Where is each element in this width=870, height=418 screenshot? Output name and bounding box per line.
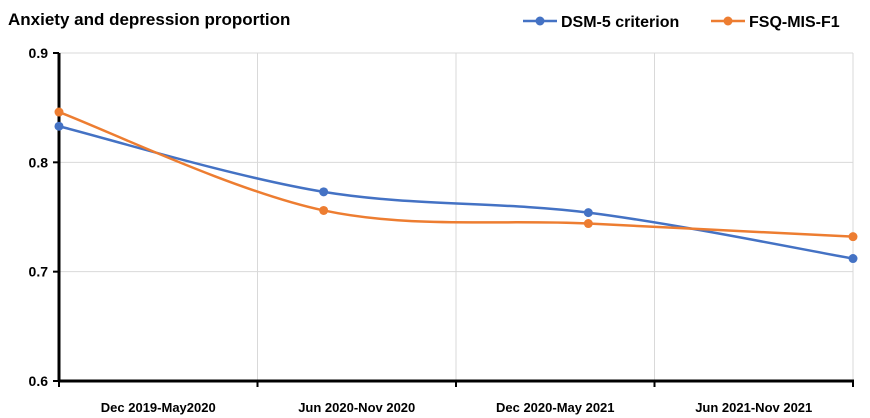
data-point — [583, 208, 593, 218]
series-layer — [54, 107, 858, 264]
data-point — [319, 205, 329, 215]
chart-title: Anxiety and depression proportion — [8, 10, 290, 29]
y-tick-label: 0.7 — [29, 264, 49, 280]
data-point — [54, 107, 64, 117]
data-point — [54, 121, 64, 131]
data-point — [848, 232, 858, 242]
y-tick-label: 0.9 — [29, 45, 49, 61]
series-line — [58, 125, 854, 260]
grid — [59, 52, 854, 382]
legend-label: FSQ-MIS-F1 — [749, 14, 840, 31]
legend-label: DSM-5 criterion — [561, 14, 679, 31]
y-tick-label: 0.6 — [29, 373, 49, 389]
x-tick-label: Jun 2020-Nov 2020 — [298, 400, 415, 415]
legend: DSM-5 criterion FSQ-MIS-F1 — [523, 14, 840, 31]
x-tick-label: Dec 2020-May 2021 — [496, 400, 615, 415]
y-tick-label: 0.8 — [29, 154, 49, 170]
data-point — [583, 219, 593, 229]
y-axis-ticks: 0.6 0.7 0.8 0.9 — [29, 45, 49, 389]
series-line — [58, 110, 854, 238]
legend-swatch-marker — [723, 16, 733, 26]
data-point — [848, 254, 858, 264]
x-tick-label: Dec 2019-May2020 — [101, 400, 216, 415]
data-point — [319, 187, 329, 197]
x-tick-label: Jun 2021-Nov 2021 — [695, 400, 812, 415]
x-axis-ticks: Dec 2019-May2020 Jun 2020-Nov 2020 Dec 202… — [101, 400, 813, 415]
legend-swatch-marker — [535, 16, 545, 26]
axes — [53, 52, 854, 387]
